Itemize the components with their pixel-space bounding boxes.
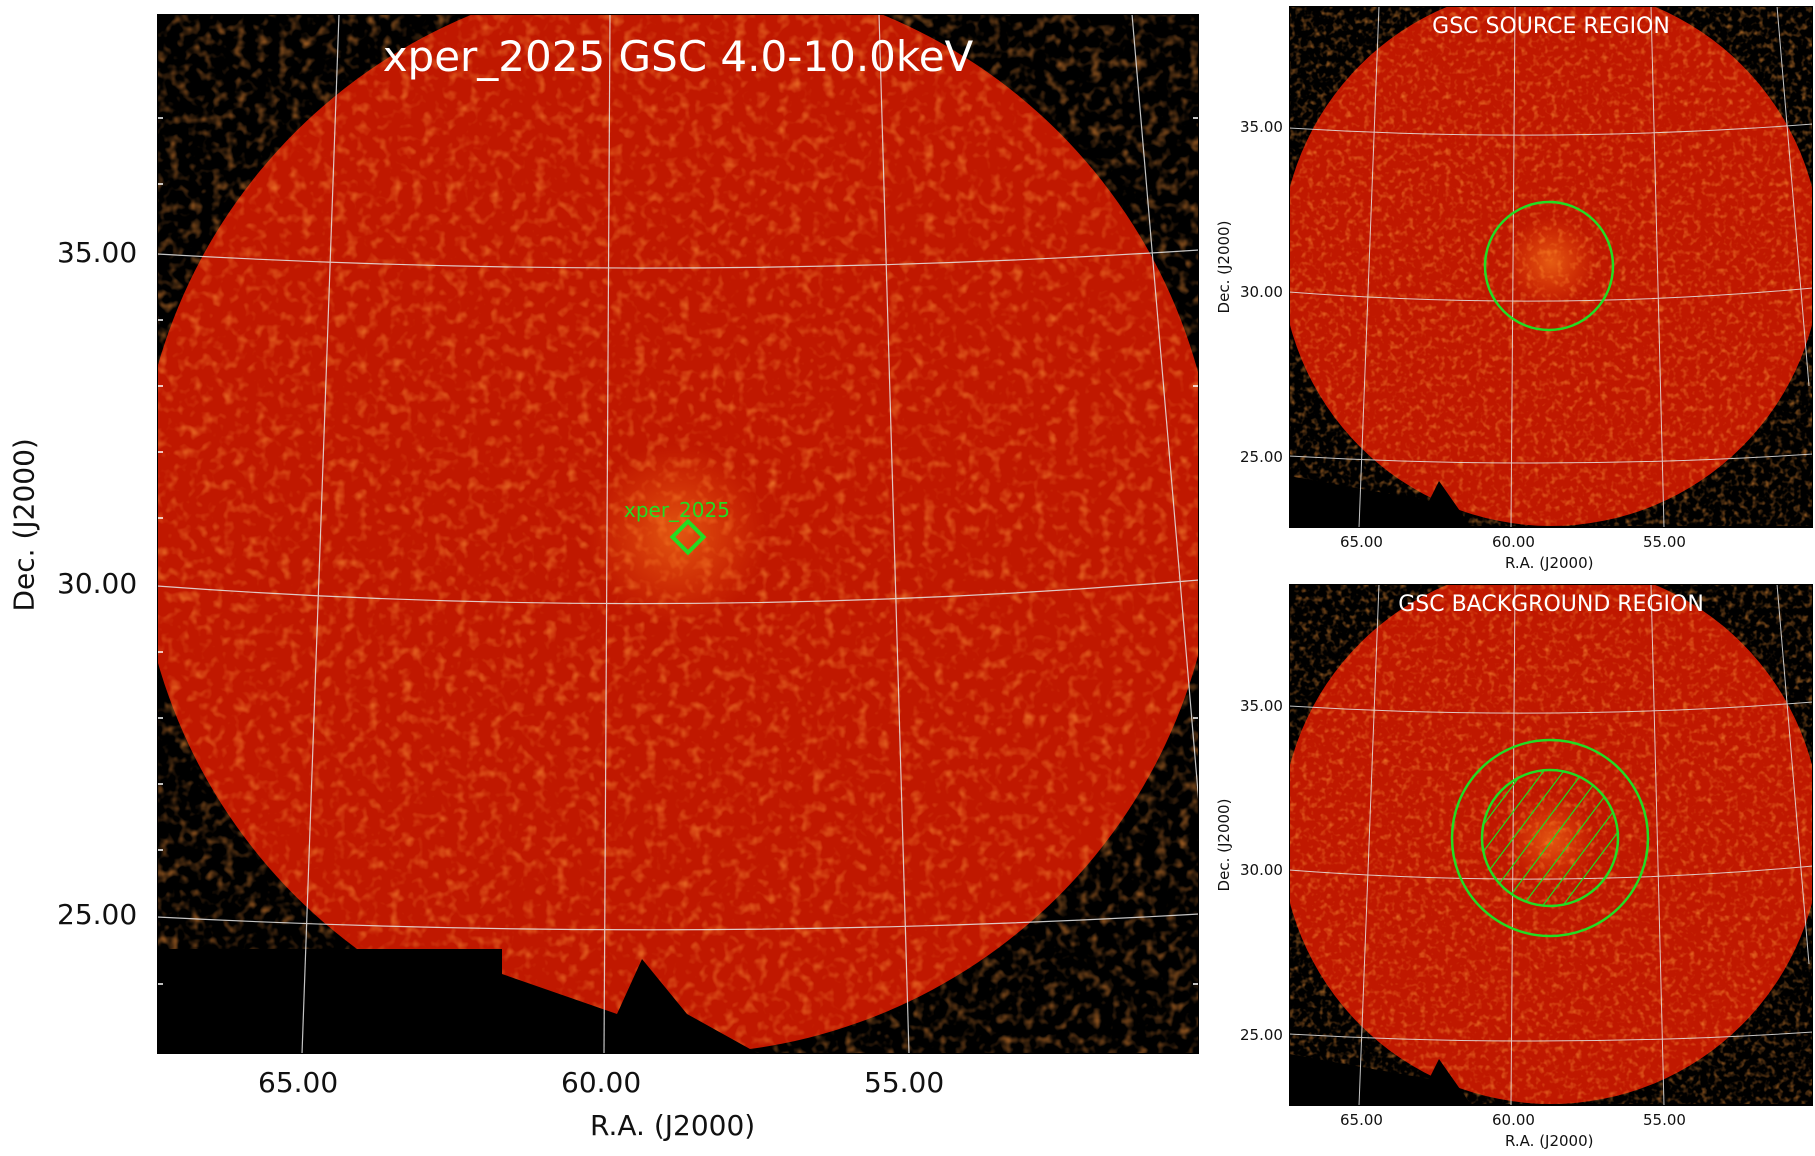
- main-y-tick-30: 30.00: [57, 567, 138, 600]
- main-y-axis-label: Dec. (J2000): [7, 438, 41, 612]
- main-x-tick-55: 55.00: [864, 1066, 945, 1099]
- main-y-tick-35: 35.00: [57, 236, 138, 269]
- background-x-tick-55: 55.00: [1643, 1111, 1686, 1129]
- background-inner-circle: [1480, 768, 1620, 908]
- background-x-axis-label: R.A. (J2000): [1505, 1132, 1594, 1150]
- source-y-tick-25: 25.00: [1240, 448, 1283, 466]
- main-x-tick-60: 60.00: [561, 1066, 642, 1099]
- main-x-axis-label: R.A. (J2000): [590, 1109, 756, 1142]
- source-x-tick-60: 60.00: [1492, 533, 1535, 551]
- main-title: xper_2025 GSC 4.0-10.0keV: [382, 32, 974, 81]
- background-x-tick-65: 65.00: [1340, 1111, 1383, 1129]
- source-y-tick-30: 30.00: [1240, 283, 1283, 301]
- source-y-axis-label: Dec. (J2000): [1215, 220, 1233, 314]
- background-panel-title: GSC BACKGROUND REGION: [1398, 592, 1704, 617]
- source-y-tick-35: 35.00: [1240, 118, 1283, 136]
- background-y-axis-label: Dec. (J2000): [1215, 798, 1233, 892]
- source-panel-title: GSC SOURCE REGION: [1432, 14, 1670, 39]
- background-x-tick-60: 60.00: [1492, 1111, 1535, 1129]
- source-x-tick-65: 65.00: [1340, 533, 1383, 551]
- source-region-image: GSC SOURCE REGION: [1289, 6, 1813, 528]
- source-label: xper_2025: [624, 498, 730, 522]
- source-marker-icon: [669, 518, 707, 556]
- background-y-tick-30: 30.00: [1240, 861, 1283, 879]
- source-region-circle: [1483, 200, 1615, 332]
- main-x-tick-65: 65.00: [258, 1066, 339, 1099]
- main-sky-image: xper_2025 GSC 4.0-10.0keV xper_2025: [157, 14, 1199, 1054]
- background-region-image: GSC BACKGROUND REGION: [1289, 584, 1813, 1106]
- main-y-tick-25: 25.00: [57, 898, 138, 931]
- source-x-axis-label: R.A. (J2000): [1505, 554, 1594, 572]
- background-outer-circle: [1450, 738, 1650, 938]
- background-y-tick-25: 25.00: [1240, 1026, 1283, 1044]
- source-x-tick-55: 55.00: [1643, 533, 1686, 551]
- background-y-tick-35: 35.00: [1240, 697, 1283, 715]
